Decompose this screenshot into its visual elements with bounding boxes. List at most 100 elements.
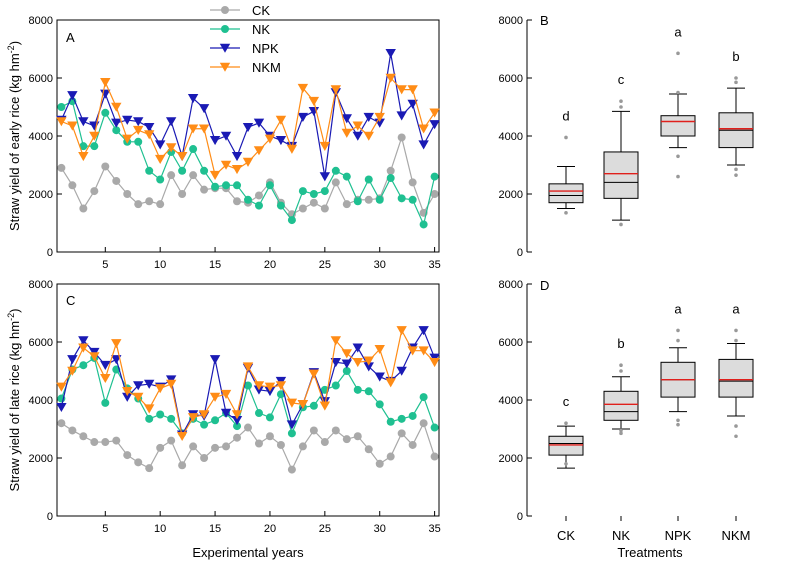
panel-b-box-ck <box>548 183 584 204</box>
panel-c-point-nkm <box>242 362 254 372</box>
panel-a-point-nk <box>331 166 340 175</box>
panel-c-point-npk <box>209 355 221 365</box>
panel-a-point-nkm <box>122 134 133 144</box>
panel-a-point-npk <box>341 114 352 124</box>
panel-d-outlier-nkm <box>734 424 738 428</box>
panel-c-point-nk <box>386 417 395 426</box>
panel-c-point-ck <box>353 432 362 441</box>
panel-b-sig-letter-npk: a <box>674 24 682 39</box>
panel-a-point-nk <box>386 174 395 183</box>
panel-c-point-nk <box>353 385 362 394</box>
panel-a-point-nkm <box>133 125 144 135</box>
panel-a-point-nkm <box>319 141 331 151</box>
panel-a-point-nk <box>222 181 231 190</box>
panel-c-point-ck <box>419 419 428 428</box>
panel-c-point-nk <box>211 416 220 425</box>
panel-c-ytick-label: 8000 <box>29 279 53 291</box>
panel-c-point-nkm <box>198 410 210 420</box>
panel-a-point-npk <box>363 112 374 122</box>
panel-b-box-npk <box>660 115 696 137</box>
panel-c-point-nk <box>408 411 417 420</box>
panel-c-point-npk <box>341 359 352 369</box>
treatments-axis-label: Treatments <box>617 545 683 560</box>
panel-a-point-nk <box>189 145 198 154</box>
panel-c-point-ck <box>178 461 187 470</box>
panel-c-point-nk <box>200 420 209 429</box>
panel-a-point-ck <box>134 200 143 209</box>
panel-d-sig-letter-nk: b <box>617 336 624 351</box>
panel-c-point-npk <box>144 379 155 389</box>
panel-d-outlier-ck <box>564 462 568 466</box>
panel-d-ytick-label: 2000 <box>499 453 523 465</box>
panel-c-point-nk <box>331 381 340 390</box>
panel-a-point-npk <box>154 140 166 150</box>
panel-c-point-nk <box>397 414 406 423</box>
panel-d-ytick-label: 6000 <box>499 337 523 349</box>
panel-a-point-nkm <box>407 85 418 95</box>
panel-a-point-nkm <box>144 130 155 140</box>
panel-a-point-nkm <box>308 96 320 106</box>
panel-c-point-ck <box>408 440 417 449</box>
panel-a-point-npk <box>352 131 363 141</box>
panel-c-point-nkm <box>308 369 320 379</box>
panel-c-point-npk <box>231 416 243 426</box>
panel-c-point-nk <box>364 387 373 396</box>
panel-a-point-nkm <box>187 124 199 134</box>
panel-c-point-nkm <box>122 387 133 397</box>
panel-c-point-nkm <box>341 349 352 359</box>
panel-c-point-npk <box>67 355 78 365</box>
panel-d: D Treatments 0 2000 4000 6000 8000 c CK b NK a NPK… <box>499 278 754 560</box>
panel-b-outlier-ck <box>564 211 568 215</box>
panel-c-point-ck <box>200 454 209 462</box>
legend-label-npk: NPK <box>252 41 279 56</box>
panel-a-point-npk <box>78 117 89 127</box>
panel-a-point-nk <box>276 201 285 210</box>
panel-a-ytick-label: 6000 <box>29 73 53 85</box>
panel-c-point-npk <box>56 402 67 413</box>
panel-c-point-nkm <box>187 413 199 423</box>
panel-a-point-nk <box>430 172 439 181</box>
panel-c-point-ck <box>57 419 66 428</box>
panel-c-point-nk <box>79 361 88 370</box>
panel-a-frame <box>56 19 440 253</box>
panel-a-point-npk <box>407 99 418 109</box>
panel-a-point-npk <box>319 172 331 182</box>
panel-a-point-nkm <box>264 134 276 144</box>
panel-a-point-ck <box>386 166 395 175</box>
panel-b-outlier-nkm <box>734 76 738 80</box>
panel-c-point-nkm <box>297 400 309 410</box>
panel-d-outlier-nkm <box>734 338 738 343</box>
panel-c-point-nk <box>430 423 439 432</box>
panel-c-point-nkm <box>220 389 232 399</box>
panel-a-ytick-label: 8000 <box>29 15 53 27</box>
panel-c-point-nkm <box>319 401 331 411</box>
panel-a-label: A <box>66 30 75 45</box>
panel-a-point-ck <box>178 190 187 198</box>
legend-marker-nkm <box>219 62 231 72</box>
panel-a-point-nkm <box>78 152 89 162</box>
panel-a-point-ck <box>123 190 132 198</box>
panel-c-point-npk <box>352 343 363 353</box>
panel-c-point-npk <box>396 366 407 376</box>
panel-a-point-ck <box>167 171 176 180</box>
panel-a-point-npk <box>385 49 396 59</box>
panel-c-point-nkm <box>385 378 396 388</box>
panel-d-outlier-npk <box>676 418 680 423</box>
panel-b: B 0 2000 4000 6000 8000 d c a b <box>499 13 754 259</box>
panel-c-point-nk <box>309 401 318 410</box>
panel-a-point-ck <box>112 176 121 185</box>
panel-c-point-ck <box>244 423 252 432</box>
panel-a-point-nkm <box>220 160 232 170</box>
panel-b-box-nk <box>603 151 639 199</box>
panel-c-point-nk <box>375 400 384 409</box>
panel-a-point-nk <box>309 190 318 198</box>
panel-a-point-nk <box>134 137 143 146</box>
panel-a-point-npk <box>133 117 144 127</box>
panel-a-point-nkm <box>429 108 440 118</box>
panel-c-point-nk <box>254 409 263 418</box>
panel-a-point-nk <box>397 194 406 203</box>
panel-c-point-ck <box>430 452 439 461</box>
panel-a-point-ck <box>397 133 406 142</box>
panel-a-point-ck <box>145 197 154 206</box>
panel-c-point-ck <box>342 435 351 444</box>
